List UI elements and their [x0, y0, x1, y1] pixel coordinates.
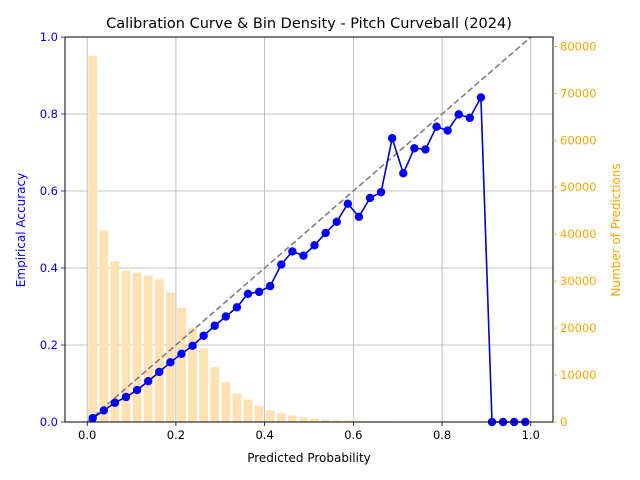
bin-density-bars: [88, 55, 530, 422]
calibration-point: [277, 260, 286, 269]
calibration-point: [254, 287, 264, 297]
diagonal-line: [86, 36, 532, 423]
x-tick-label: 0.8: [433, 428, 451, 442]
density-bar: [343, 420, 353, 422]
calibration-point: [188, 341, 197, 350]
density-bar: [88, 55, 98, 422]
calibration-point: [387, 134, 397, 143]
calibration-curve: [88, 93, 530, 427]
density-bar: [221, 382, 231, 422]
calibration-point: [121, 392, 131, 402]
y-left-tick-label: 0.8: [40, 107, 58, 121]
y-right-axis-label: Number of Predictions: [609, 163, 623, 296]
plot-frame: [64, 36, 554, 423]
y-left-tick-label: 1.0: [40, 30, 58, 44]
calibration-point: [265, 281, 275, 291]
density-bar: [254, 406, 264, 422]
calibration-point: [155, 367, 164, 377]
calibration-point: [399, 169, 408, 178]
calibration-line: [92, 94, 526, 423]
density-bar: [177, 307, 186, 422]
calibration-point: [465, 113, 475, 123]
perfect-calibration-line: [86, 36, 532, 423]
x-tick-label: 1.0: [522, 428, 540, 442]
y-left-tick-label: 0.6: [40, 184, 58, 198]
calibration-point: [243, 289, 253, 298]
calibration-point: [143, 376, 153, 386]
density-bar: [132, 272, 142, 422]
calibration-point: [110, 398, 120, 407]
calibration-point: [177, 349, 186, 359]
y-right-axis-ticks: 0 10000 20000 30000 40000 50000 60000 70000 8000…: [553, 39, 597, 429]
density-bar: [332, 420, 342, 422]
y-right-tick-label: 30000: [560, 274, 597, 288]
x-tick-label: 0.2: [167, 428, 185, 442]
density-bar: [299, 417, 308, 422]
density-bar: [276, 413, 286, 422]
calibration-point: [332, 217, 341, 226]
calibration-point: [476, 93, 486, 102]
calibration-point: [443, 126, 452, 135]
calibration-point: [454, 110, 463, 119]
density-bar: [143, 275, 153, 422]
density-bar: [210, 367, 220, 422]
y-right-tick-label: 20000: [560, 321, 597, 335]
density-bar: [188, 327, 197, 422]
y-right-tick-label: 60000: [560, 133, 597, 147]
calibration-point: [166, 358, 175, 367]
density-bar: [243, 399, 253, 422]
y-left-axis-label: Empirical Accuracy: [14, 173, 28, 287]
y-right-tick-label: 10000: [560, 368, 597, 382]
calibration-point: [132, 385, 142, 395]
density-bar: [287, 415, 297, 422]
calibration-point: [310, 241, 319, 250]
x-tick-label: 0.0: [78, 428, 96, 442]
calibration-point: [343, 199, 353, 208]
calibration-point: [410, 144, 419, 153]
y-left-tick-label: 0.2: [40, 338, 58, 352]
calibration-point: [221, 312, 231, 321]
density-bar: [321, 419, 331, 422]
y-left-axis-ticks: 0.0 0.2 0.4 0.6 0.8 1.0: [40, 30, 65, 429]
x-tick-label: 0.4: [255, 428, 273, 442]
y-right-tick-label: 40000: [560, 227, 597, 241]
density-bar: [165, 292, 175, 422]
calibration-point: [99, 406, 109, 415]
calibration-point: [210, 321, 219, 330]
x-tick-label: 0.6: [344, 428, 362, 442]
calibration-point: [88, 413, 97, 423]
y-left-tick-label: 0.4: [40, 261, 58, 275]
calibration-point: [376, 187, 386, 197]
x-axis-ticks: 0.0 0.2 0.4 0.6 0.8 1.0: [78, 422, 540, 442]
calibration-point: [321, 228, 330, 238]
x-axis-label: Predicted Probability: [247, 451, 371, 465]
y-right-tick-label: 80000: [560, 39, 597, 53]
density-bar: [99, 230, 109, 422]
y-right-tick-label: 50000: [560, 180, 597, 194]
calibration-point: [365, 193, 375, 203]
calibration-point: [432, 122, 441, 131]
density-bar: [232, 393, 242, 422]
calibration-point: [354, 212, 364, 221]
calibration-point: [199, 331, 208, 340]
y-right-tick-label: 0: [560, 415, 567, 429]
density-bar: [265, 410, 275, 422]
calibration-point: [288, 247, 297, 256]
density-bar: [199, 348, 209, 422]
density-bar: [121, 270, 131, 422]
density-bar: [310, 418, 319, 422]
y-left-tick-label: 0.0: [40, 415, 58, 429]
calibration-point: [299, 251, 308, 260]
y-right-tick-label: 70000: [560, 86, 597, 100]
chart-title: Calibration Curve & Bin Density - Pitch …: [106, 16, 512, 32]
calibration-point: [421, 145, 430, 154]
density-bar: [110, 261, 120, 422]
density-bar: [154, 279, 164, 422]
calibration-point: [232, 303, 242, 312]
